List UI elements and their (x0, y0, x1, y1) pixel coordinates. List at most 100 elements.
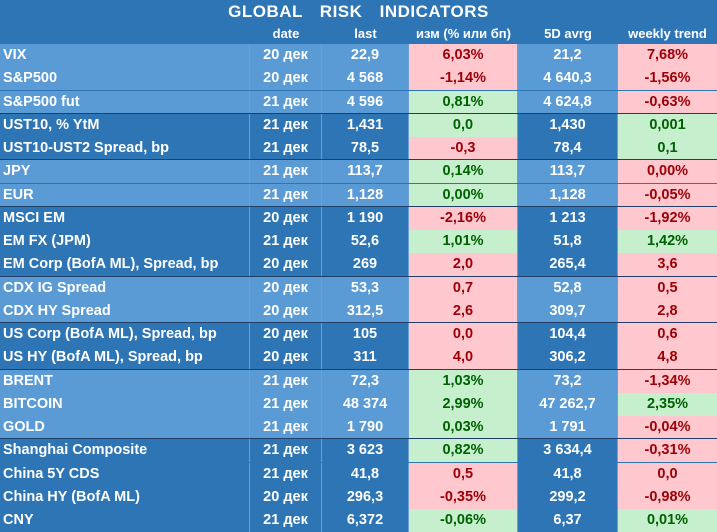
table-row: BITCOIN 21 дек 48 374 2,99% 47 262,7 2,35% (0, 392, 717, 416)
date-cell: 21 дек (250, 509, 322, 532)
table-row: EM Corp (BofA ML), Spread, bp 20 дек 269 2,… (0, 253, 717, 277)
date-cell: 20 дек (250, 67, 322, 91)
five-day-average-cell: 52,8 (518, 276, 618, 300)
last-value-cell: 78,5 (322, 137, 409, 160)
indicator-name: US Corp (BofA ML), Spread, bp (0, 323, 250, 346)
table-row: UST10-UST2 Spread, bp 21 дек 78,5 -0,3 78,4 0… (0, 137, 717, 160)
last-value-cell: 52,6 (322, 230, 409, 253)
five-day-average-cell: 1,128 (518, 183, 618, 207)
date-cell: 21 дек (250, 462, 322, 486)
five-day-average-cell: 113,7 (518, 160, 618, 184)
change-cell: 0,7 (409, 276, 518, 300)
table-row: EUR 21 дек 1,128 0,00% 1,128 -0,05% (0, 183, 717, 207)
date-cell: 21 дек (250, 90, 322, 114)
five-day-average-cell: 1,430 (518, 113, 618, 137)
weekly-trend-cell: -1,92% (618, 206, 717, 230)
header-name (0, 23, 250, 44)
change-cell: 6,03% (409, 44, 518, 67)
date-cell: 20 дек (250, 206, 322, 230)
last-value-cell: 1 790 (322, 416, 409, 439)
indicator-name: CNY (0, 509, 250, 532)
header-last: last (354, 26, 377, 41)
table-row: CDX HY Spread 20 дек 312,5 2,6 309,7 2,8 (0, 299, 717, 323)
five-day-average-cell: 21,2 (518, 44, 618, 67)
weekly-trend-cell: 0,6 (618, 323, 717, 346)
change-cell: 0,14% (409, 160, 518, 184)
indicator-name: US HY (BofA ML), Spread, bp (0, 346, 250, 370)
date-cell: 20 дек (250, 276, 322, 300)
last-value-cell: 53,3 (322, 276, 409, 300)
last-value-cell: 312,5 (322, 299, 409, 323)
change-cell: -1,14% (409, 67, 518, 91)
table-row: CDX IG Spread 20 дек 53,3 0,7 52,8 0,5 (0, 276, 717, 300)
date-cell: 21 дек (250, 392, 322, 416)
weekly-trend-cell: 0,5 (618, 276, 717, 300)
weekly-trend-cell: 0,01% (618, 509, 717, 532)
date-cell: 20 дек (250, 346, 322, 370)
indicator-name: CDX IG Spread (0, 276, 250, 300)
last-value-cell: 4 596 (322, 90, 409, 114)
date-cell: 21 дек (250, 439, 322, 463)
table-row: VIX 20 дек 22,9 6,03% 21,2 7,68% (0, 44, 717, 67)
header-5d-average: 5D avrg (544, 26, 592, 41)
five-day-average-cell: 1 213 (518, 206, 618, 230)
change-cell: 0,0 (409, 113, 518, 137)
last-value-cell: 72,3 (322, 369, 409, 393)
table-row: China 5Y CDS 21 дек 41,8 0,5 41,8 0,0 (0, 462, 717, 486)
table-row: China HY (BofA ML) 20 дек 296,3 -0,35% 299,2… (0, 485, 717, 509)
weekly-trend-cell: 2,8 (618, 299, 717, 323)
table-row: US Corp (BofA ML), Spread, bp 20 дек 105 0,… (0, 323, 717, 346)
weekly-trend-cell: 0,00% (618, 160, 717, 184)
change-cell: 4,0 (409, 346, 518, 370)
change-cell: 0,5 (409, 462, 518, 486)
table-title: GLOBAL RISK INDICATORS (0, 0, 717, 23)
weekly-trend-cell: -1,56% (618, 67, 717, 91)
indicator-name: JPY (0, 160, 250, 184)
last-value-cell: 4 568 (322, 67, 409, 91)
change-cell: -2,16% (409, 206, 518, 230)
five-day-average-cell: 306,2 (518, 346, 618, 370)
indicator-name: BITCOIN (0, 392, 250, 416)
last-value-cell: 6,372 (322, 509, 409, 532)
five-day-average-cell: 4 640,3 (518, 67, 618, 91)
indicator-name: EM FX (JPM) (0, 230, 250, 253)
date-cell: 20 дек (250, 253, 322, 277)
table-row: JPY 21 дек 113,7 0,14% 113,7 0,00% (0, 160, 717, 184)
table-row: EM FX (JPM) 21 дек 52,6 1,01% 51,8 1,42% (0, 230, 717, 253)
header-date: date (272, 26, 300, 41)
table-row: Shanghai Composite 21 дек 3 623 0,82% 3 634,… (0, 439, 717, 463)
table-row: GOLD 21 дек 1 790 0,03% 1 791 -0,04% (0, 416, 717, 439)
five-day-average-cell: 309,7 (518, 299, 618, 323)
five-day-average-cell: 1 791 (518, 416, 618, 439)
indicator-name: CDX HY Spread (0, 299, 250, 323)
last-value-cell: 1,431 (322, 113, 409, 137)
weekly-trend-cell: 1,42% (618, 230, 717, 253)
five-day-average-cell: 299,2 (518, 485, 618, 509)
change-cell: -0,3 (409, 137, 518, 160)
change-cell: -0,06% (409, 509, 518, 532)
weekly-trend-cell: 2,35% (618, 392, 717, 416)
last-value-cell: 41,8 (322, 462, 409, 486)
five-day-average-cell: 78,4 (518, 137, 618, 160)
change-cell: 0,82% (409, 439, 518, 463)
date-cell: 21 дек (250, 160, 322, 184)
last-value-cell: 1 190 (322, 206, 409, 230)
indicator-name: UST10, % YtM (0, 113, 250, 137)
indicator-name: MSCI EM (0, 206, 250, 230)
date-cell: 21 дек (250, 416, 322, 439)
weekly-trend-cell: -1,34% (618, 369, 717, 393)
five-day-average-cell: 51,8 (518, 230, 618, 253)
date-cell: 21 дек (250, 369, 322, 393)
five-day-average-cell: 41,8 (518, 462, 618, 486)
five-day-average-cell: 47 262,7 (518, 392, 618, 416)
indicator-name: S&P500 (0, 67, 250, 91)
change-cell: -0,35% (409, 485, 518, 509)
indicator-name: Shanghai Composite (0, 439, 250, 463)
date-cell: 21 дек (250, 113, 322, 137)
weekly-trend-cell: -0,98% (618, 485, 717, 509)
indicator-name: EM Corp (BofA ML), Spread, bp (0, 253, 250, 277)
change-cell: 1,01% (409, 230, 518, 253)
header-weekly-trend: weekly trend (628, 26, 707, 41)
indicator-name: EUR (0, 183, 250, 207)
last-value-cell: 1,128 (322, 183, 409, 207)
